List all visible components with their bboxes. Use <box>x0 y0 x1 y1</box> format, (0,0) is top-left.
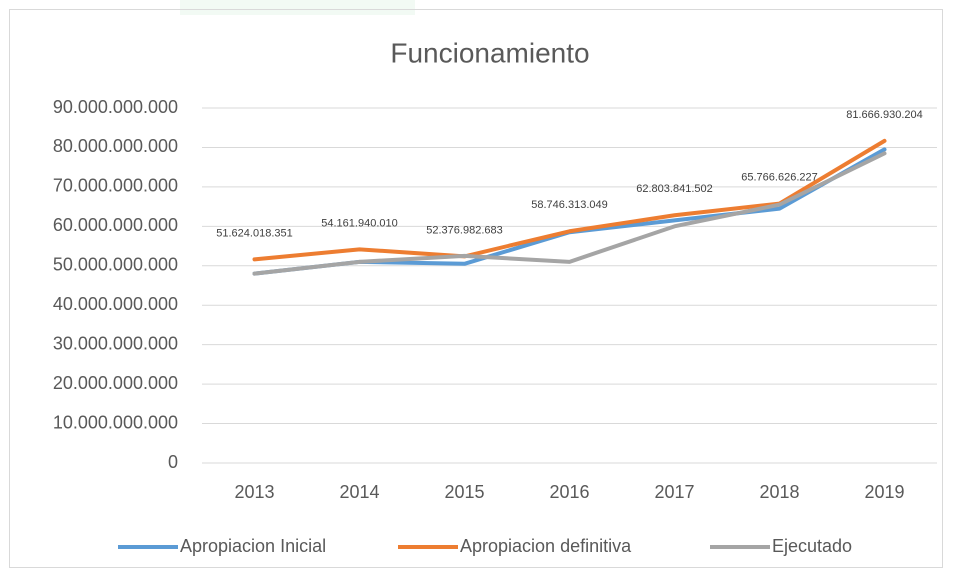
x-tick-label: 2017 <box>654 482 694 502</box>
x-tick-label: 2018 <box>759 482 799 502</box>
chart-title: Funcionamiento <box>390 37 589 68</box>
x-tick-label: 2014 <box>339 482 379 502</box>
y-tick-label: 90.000.000.000 <box>53 97 178 117</box>
y-tick-label: 20.000.000.000 <box>53 373 178 393</box>
series-line <box>252 151 887 276</box>
data-label: 58.746.313.049 <box>531 199 607 211</box>
x-tick-label: 2013 <box>234 482 274 502</box>
data-label: 52.376.982.683 <box>426 224 502 236</box>
data-label: 54.161.940.010 <box>321 217 397 229</box>
legend-label: Apropiacion Inicial <box>180 536 326 556</box>
series-line <box>252 147 887 276</box>
legend: Apropiacion Inicial Apropiacion definiti… <box>118 536 852 556</box>
y-tick-label: 30.000.000.000 <box>53 333 178 353</box>
legend-label: Apropiacion definitiva <box>460 536 632 556</box>
data-label: 62.803.841.502 <box>636 183 712 195</box>
y-tick-label: 10.000.000.000 <box>53 412 178 432</box>
data-label: 81.666.930.204 <box>846 109 922 121</box>
x-tick-label: 2015 <box>444 482 484 502</box>
y-tick-label: 70.000.000.000 <box>53 176 178 196</box>
y-tick-label: 0 <box>168 452 178 472</box>
y-tick-label: 50.000.000.000 <box>53 255 178 275</box>
y-tick-label: 60.000.000.000 <box>53 215 178 235</box>
x-tick-label: 2016 <box>549 482 589 502</box>
y-tick-label: 40.000.000.000 <box>53 294 178 314</box>
header-strip <box>180 0 415 15</box>
chart-border <box>9 9 943 568</box>
y-tick-label: 80.000.000.000 <box>53 136 178 156</box>
data-label: 65.766.626.227 <box>741 171 817 183</box>
data-label: 51.624.018.351 <box>216 227 292 239</box>
legend-label: Ejecutado <box>772 536 852 556</box>
x-tick-label: 2019 <box>864 482 904 502</box>
